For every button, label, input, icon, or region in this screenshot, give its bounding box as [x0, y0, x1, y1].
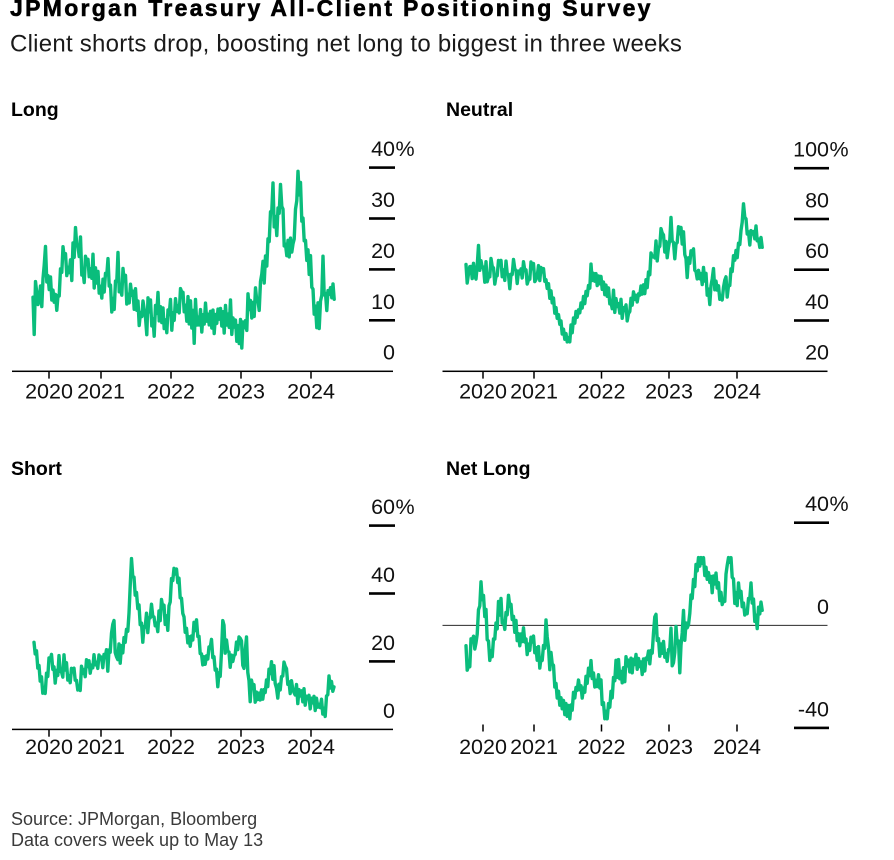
svg-text:40: 40: [805, 492, 829, 516]
svg-text:40: 40: [371, 563, 395, 587]
svg-text:0: 0: [817, 595, 829, 619]
svg-text:Short: Short: [11, 458, 62, 480]
svg-text:2023: 2023: [217, 379, 265, 403]
svg-text:20: 20: [805, 341, 829, 365]
svg-text:80: 80: [805, 189, 829, 213]
svg-text:0: 0: [383, 699, 395, 723]
svg-text:Neutral: Neutral: [446, 99, 513, 121]
svg-text:%: %: [396, 137, 415, 161]
svg-text:2024: 2024: [287, 735, 335, 759]
svg-text:2021: 2021: [510, 379, 558, 403]
svg-text:2020: 2020: [25, 379, 73, 403]
svg-text:2024: 2024: [713, 735, 761, 759]
svg-text:100: 100: [793, 138, 829, 162]
svg-text:2020: 2020: [25, 735, 73, 759]
svg-text:%: %: [830, 138, 849, 162]
svg-text:%: %: [396, 495, 415, 519]
svg-text:2022: 2022: [578, 735, 626, 759]
svg-text:Client shorts drop, boosting n: Client shorts drop, boosting net long to…: [10, 31, 682, 58]
svg-text:10: 10: [371, 290, 395, 314]
svg-text:2024: 2024: [713, 379, 761, 403]
svg-text:20: 20: [371, 631, 395, 655]
svg-text:Net Long: Net Long: [446, 458, 530, 480]
svg-text:40: 40: [371, 137, 395, 161]
svg-text:Data covers week up to May 13: Data covers week up to May 13: [11, 830, 263, 850]
svg-text:2024: 2024: [287, 379, 335, 403]
svg-text:0: 0: [383, 341, 395, 365]
svg-text:Source: JPMorgan, Bloomberg: Source: JPMorgan, Bloomberg: [11, 809, 257, 829]
svg-text:2020: 2020: [459, 735, 507, 759]
svg-text:40: 40: [805, 290, 829, 314]
svg-text:2022: 2022: [147, 735, 195, 759]
svg-text:2020: 2020: [459, 379, 507, 403]
svg-text:Long: Long: [11, 99, 59, 121]
svg-text:2023: 2023: [645, 379, 693, 403]
svg-text:20: 20: [371, 239, 395, 263]
svg-text:2023: 2023: [645, 735, 693, 759]
svg-text:%: %: [830, 492, 849, 516]
svg-text:2021: 2021: [77, 735, 125, 759]
svg-text:2021: 2021: [510, 735, 558, 759]
svg-text:-40: -40: [798, 697, 829, 721]
svg-text:2021: 2021: [77, 379, 125, 403]
svg-text:60: 60: [371, 495, 395, 519]
svg-text:60: 60: [805, 239, 829, 263]
svg-text:2023: 2023: [217, 735, 265, 759]
svg-text:30: 30: [371, 188, 395, 212]
svg-text:JPMorgan Treasury All-Client P: JPMorgan Treasury All-Client Positioning…: [10, 0, 653, 21]
svg-text:2022: 2022: [147, 379, 195, 403]
svg-text:2022: 2022: [578, 379, 626, 403]
